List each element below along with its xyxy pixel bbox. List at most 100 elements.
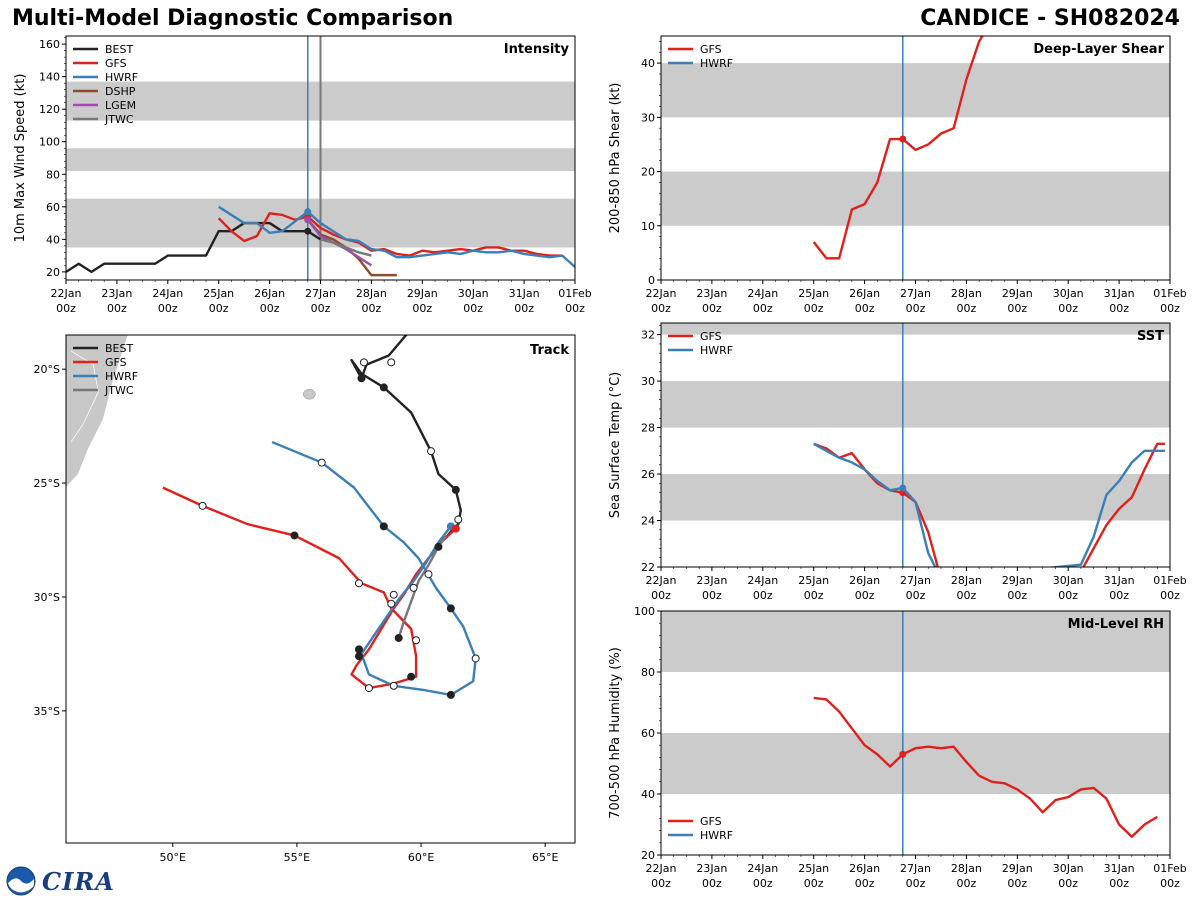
rh-x-tick-hour: 00z <box>957 877 977 890</box>
track-x-tick-label: 60°E <box>408 851 434 864</box>
track-position-marker <box>394 633 403 642</box>
intensity-series-gfs <box>217 212 563 257</box>
rh-x-tick-date: 22Jan <box>646 862 677 875</box>
shear-title: Deep-Layer Shear <box>1033 42 1164 57</box>
sst-x-tick-hour: 00z <box>1007 589 1027 602</box>
intensity-current-point-best <box>304 227 312 235</box>
sst-y-tick-label: 28 <box>641 422 655 435</box>
shear-band <box>661 63 1170 118</box>
rh-x-tick-hour: 00z <box>702 877 722 890</box>
intensity-x-tick-hour: 00z <box>56 302 76 315</box>
track-position-marker <box>354 579 363 588</box>
rh-band <box>661 733 1170 794</box>
rh-x-tick-date: 28Jan <box>951 862 982 875</box>
track-position-marker <box>387 358 396 367</box>
track-position-marker <box>379 383 388 392</box>
intensity-legend-label-hwrf: HWRF <box>105 71 138 84</box>
rh-legend-label-gfs: GFS <box>700 815 722 828</box>
sst-x-tick-hour: 00z <box>957 589 977 602</box>
shear-x-tick-hour: 00z <box>651 302 671 315</box>
shear-y-tick-label: 0 <box>648 274 655 287</box>
sst-series-gfs <box>813 442 1165 567</box>
rh-x-tick-date: 31Jan <box>1104 862 1135 875</box>
rh-x-tick-hour: 00z <box>1007 877 1027 890</box>
track-position-marker <box>198 501 207 510</box>
track-x-tick-label: 50°E <box>160 851 186 864</box>
rh-y-tick-label: 80 <box>641 666 655 679</box>
track-position-marker <box>354 652 363 661</box>
intensity-x-tick-hour: 00z <box>565 302 585 315</box>
intensity-title: Intensity <box>504 42 570 57</box>
sst-x-tick-hour: 00z <box>753 589 773 602</box>
sst-legend-label-hwrf: HWRF <box>700 344 733 357</box>
madagascar-borders <box>70 350 99 443</box>
intensity-x-tick-date: 28Jan <box>356 287 387 300</box>
intensity-x-tick-date: 01Feb <box>558 287 591 300</box>
sst-x-tick-hour: 00z <box>1109 589 1129 602</box>
sst-y-tick-label: 22 <box>641 561 655 574</box>
rh-x-tick-hour: 00z <box>753 877 773 890</box>
rh-x-tick-date: 30Jan <box>1053 862 1084 875</box>
intensity-y-tick-label: 140 <box>39 71 60 84</box>
intensity-x-tick-date: 31Jan <box>509 287 540 300</box>
rh-y-axis-label: 700-500 hPa Humidity (%) <box>608 647 623 819</box>
track-frame <box>65 334 576 844</box>
track-x-tick-label: 55°E <box>284 851 310 864</box>
intensity-x-tick-hour: 00z <box>209 302 229 315</box>
track-position-marker <box>451 524 460 533</box>
intensity-x-tick-date: 30Jan <box>458 287 489 300</box>
intensity-legend-label-dshp: DSHP <box>105 85 136 98</box>
rh-y-tick-label: 100 <box>634 605 655 618</box>
intensity-x-tick-date: 25Jan <box>203 287 234 300</box>
sst-frame <box>660 322 1171 568</box>
sst-x-tick-hour: 00z <box>702 589 722 602</box>
rh-band <box>661 611 1170 672</box>
noaa-logo-icon <box>6 866 36 896</box>
shear-x-tick-hour: 00z <box>1058 302 1078 315</box>
shear-chart: 0 10 20 30 40 22Jan 00z 23Jan 00z 24Jan 00z 25Jan 00… <box>608 35 1187 315</box>
track-position-marker <box>412 636 421 645</box>
rh-plot-area <box>661 611 1170 855</box>
rh-x-tick-date: 01Feb <box>1153 862 1186 875</box>
sst-x-tick-date: 26Jan <box>849 574 880 587</box>
intensity-series-best <box>66 221 322 274</box>
track-position-marker <box>387 599 396 608</box>
reunion-island <box>303 388 316 400</box>
intensity-x-tick-date: 27Jan <box>305 287 336 300</box>
shear-y-axis-label: 200-850 hPa Shear (kt) <box>608 83 623 234</box>
intensity-y-tick-label: 160 <box>39 38 60 51</box>
rh-x-tick-hour: 00z <box>804 877 824 890</box>
intensity-legend-label-jtwc: JTWC <box>104 113 134 126</box>
sst-x-tick-date: 28Jan <box>951 574 982 587</box>
shear-x-tick-date: 22Jan <box>646 287 677 300</box>
intensity-x-tick-date: 22Jan <box>51 287 82 300</box>
track-position-marker <box>389 590 398 599</box>
rh-legend-label-hwrf: HWRF <box>700 829 733 842</box>
track-position-marker <box>471 654 480 663</box>
sst-x-tick-date: 31Jan <box>1104 574 1135 587</box>
track-position-marker <box>290 531 299 540</box>
track-position-marker <box>364 684 373 693</box>
shear-plot-area <box>661 36 1170 280</box>
shear-legend-label-gfs: GFS <box>700 43 722 56</box>
shear-y-tick-label: 40 <box>641 57 655 70</box>
track-position-marker <box>451 485 460 494</box>
track-position-marker <box>409 583 418 592</box>
rh-x-tick-hour: 00z <box>651 877 671 890</box>
storm-name: CANDICE - SH082024 <box>920 6 1180 31</box>
cira-text: CIRA <box>42 866 115 896</box>
track-position-marker <box>446 690 455 699</box>
track-plot-area <box>66 335 480 699</box>
intensity-series-hwrf <box>218 205 575 268</box>
sst-x-tick-date: 24Jan <box>747 574 778 587</box>
track-legend-label-best: BEST <box>105 342 133 355</box>
sst-x-tick-date: 25Jan <box>798 574 829 587</box>
sst-title: SST <box>1137 329 1164 344</box>
sst-x-tick-date: 01Feb <box>1153 574 1186 587</box>
intensity-y-tick-label: 20 <box>46 266 60 279</box>
sst-x-tick-hour: 00z <box>804 589 824 602</box>
sst-x-tick-hour: 00z <box>1058 589 1078 602</box>
shear-x-tick-hour: 00z <box>1109 302 1129 315</box>
rh-x-tick-date: 27Jan <box>900 862 931 875</box>
shear-x-tick-date: 01Feb <box>1153 287 1186 300</box>
